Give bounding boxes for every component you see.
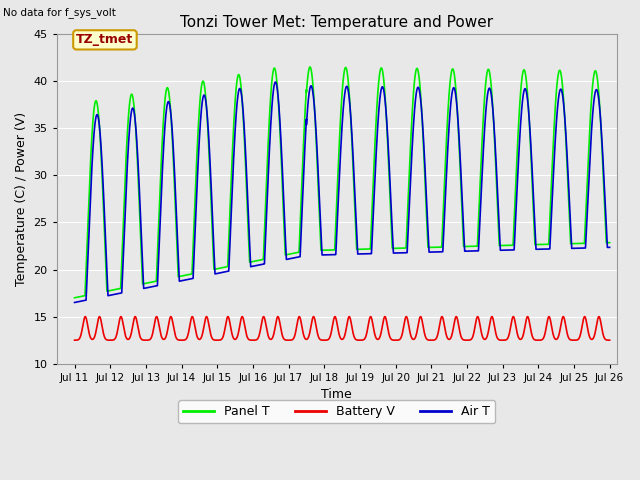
X-axis label: Time: Time bbox=[321, 388, 352, 401]
Y-axis label: Temperature (C) / Power (V): Temperature (C) / Power (V) bbox=[15, 112, 28, 286]
Legend: Panel T, Battery V, Air T: Panel T, Battery V, Air T bbox=[178, 400, 495, 423]
Text: No data for f_sys_volt: No data for f_sys_volt bbox=[3, 7, 116, 18]
Title: Tonzi Tower Met: Temperature and Power: Tonzi Tower Met: Temperature and Power bbox=[180, 15, 493, 30]
Text: TZ_tmet: TZ_tmet bbox=[76, 34, 134, 47]
